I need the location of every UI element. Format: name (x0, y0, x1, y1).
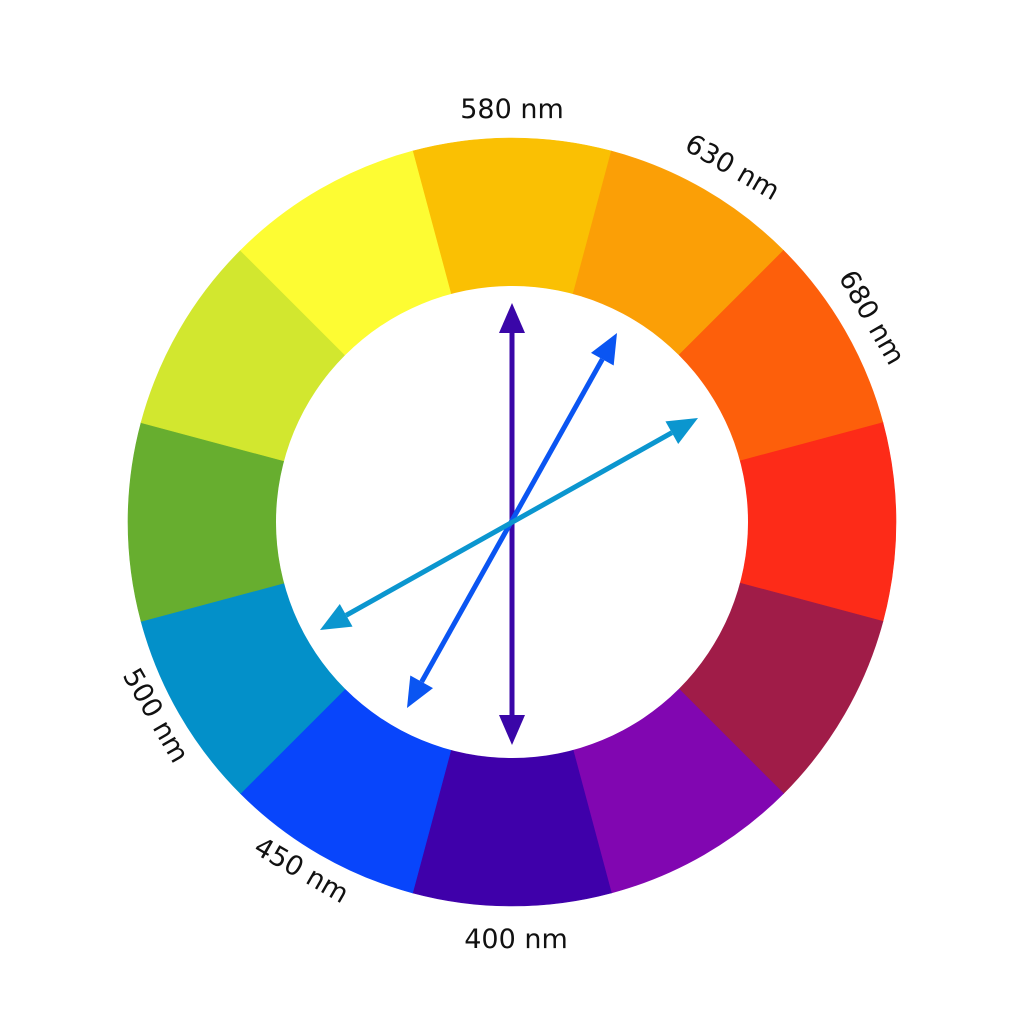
arrow-680-500-head-start (665, 418, 698, 445)
arrow-580-400-head-end (499, 715, 525, 745)
arrow-680-500-head-end (320, 603, 353, 630)
arrow-680-500-shaft (344, 430, 674, 618)
label-400-nm: 400 nm (464, 924, 568, 955)
complementary-arrows (320, 303, 698, 745)
arrow-630-450-head-end (407, 675, 434, 708)
color-wheel-ring (127, 137, 897, 907)
arrow-580-400-head-start (499, 303, 525, 333)
label-580-nm: 580 nm (460, 94, 564, 125)
arrow-630-450-head-start (590, 333, 617, 366)
